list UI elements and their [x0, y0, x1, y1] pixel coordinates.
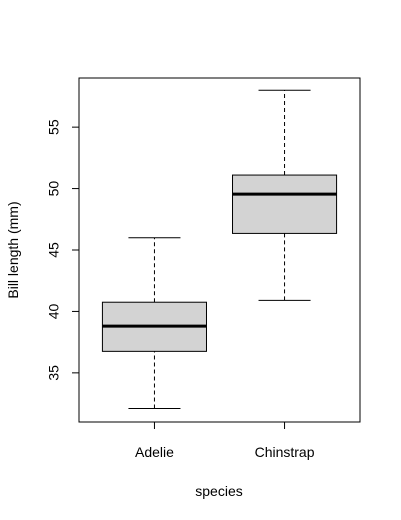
x-axis: Adelie Chinstrap	[135, 422, 315, 460]
iqr-box-chinstrap	[232, 174, 338, 234]
y-tick-label-55: 55	[46, 119, 62, 135]
y-axis-label: Bill length (mm)	[5, 201, 21, 298]
box-adelie	[101, 237, 207, 409]
boxes-layer	[101, 89, 338, 409]
x-tick-label-chinstrap: Chinstrap	[255, 444, 315, 460]
y-tick-label-35: 35	[46, 365, 62, 381]
box-chinstrap	[232, 89, 338, 301]
y-axis: 35 40 45 50 55	[46, 119, 80, 381]
x-axis-label: species	[195, 483, 242, 499]
y-tick-label-50: 50	[46, 181, 62, 197]
plot-frame	[78, 77, 361, 423]
y-tick-label-40: 40	[46, 303, 62, 319]
x-tick-label-adelie: Adelie	[135, 444, 174, 460]
y-tick-label-45: 45	[46, 242, 62, 258]
